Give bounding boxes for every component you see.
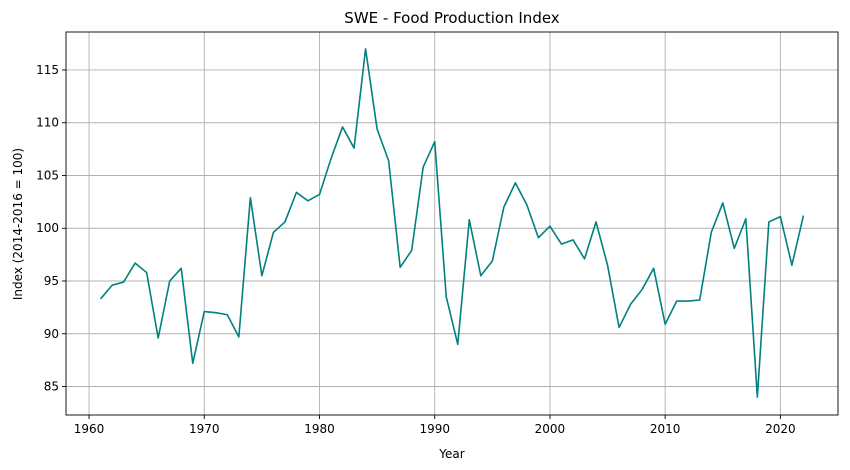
chart-title: SWE - Food Production Index — [344, 9, 560, 27]
x-tick-label: 1970 — [189, 422, 220, 436]
y-tick-label: 105 — [36, 168, 59, 182]
series-line — [99, 48, 805, 398]
x-tick-label: 2000 — [535, 422, 566, 436]
y-tick-label: 85 — [44, 380, 59, 394]
x-axis-ticks: 1960 1970 1980 1990 2000 2010 2020 — [74, 415, 796, 436]
y-tick-label: 95 — [44, 274, 59, 288]
plot-frame — [65, 31, 839, 416]
grid — [66, 32, 838, 415]
y-tick-label: 90 — [44, 327, 59, 341]
y-tick-label: 110 — [36, 116, 59, 130]
y-axis-label: Index (2014-2016 = 100) — [11, 148, 25, 300]
x-tick-label: 1990 — [419, 422, 450, 436]
y-tick-label: 100 — [36, 221, 59, 235]
y-axis-ticks: 85 90 95 100 105 110 115 — [36, 63, 66, 394]
x-axis-label: Year — [438, 447, 464, 461]
x-tick-label: 2020 — [765, 422, 796, 436]
x-tick-label: 1980 — [304, 422, 335, 436]
x-tick-label: 2010 — [650, 422, 681, 436]
x-tick-label: 1960 — [74, 422, 105, 436]
y-tick-label: 115 — [36, 63, 59, 77]
series — [99, 48, 805, 398]
